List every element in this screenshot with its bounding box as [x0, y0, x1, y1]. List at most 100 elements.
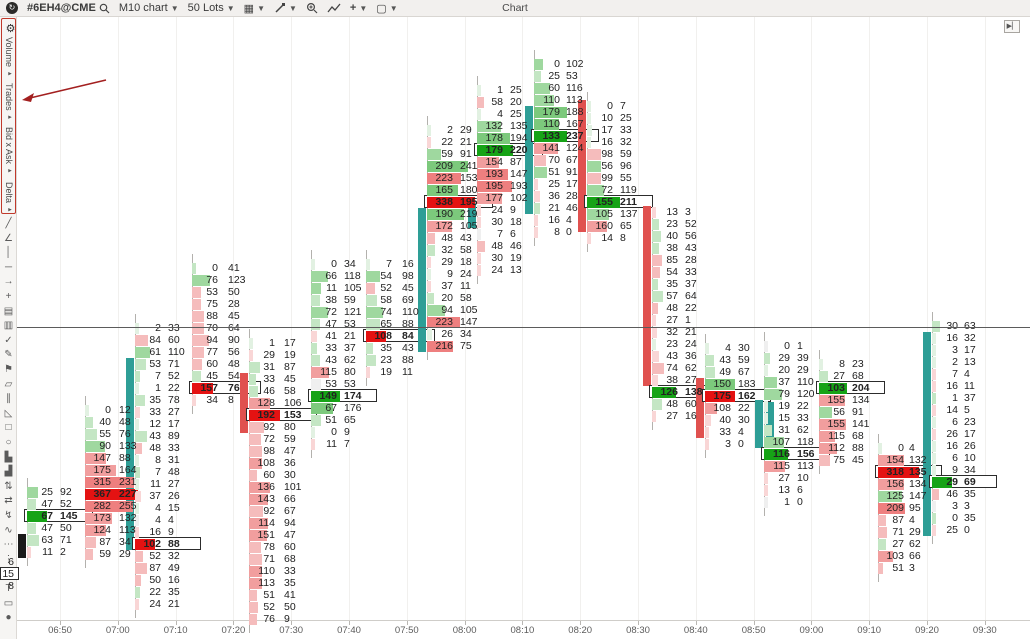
volume-cell — [135, 502, 139, 514]
collapse-panel-button[interactable]: ▶▏ — [1004, 20, 1020, 33]
bid-value: 14 — [601, 232, 613, 244]
horizontal-line-tool-icon[interactable]: ─ — [4, 261, 13, 273]
cross-tool-icon[interactable]: + — [5, 291, 12, 302]
volume-cell — [311, 258, 315, 270]
search-icon[interactable] — [99, 3, 110, 14]
volume-cell — [477, 168, 508, 180]
studies-button[interactable] — [327, 3, 341, 14]
bid-value: 98 — [263, 445, 275, 457]
timeframe-selector[interactable]: M10 chart ▼ — [119, 2, 179, 14]
bid-value: 32 — [666, 326, 678, 338]
shape-tool-icon[interactable]: ▭ — [3, 597, 14, 609]
pencil-tool-icon[interactable]: ✎ — [4, 349, 13, 361]
window-menu[interactable]: ▢ ▼ — [376, 2, 397, 15]
candle-body — [240, 373, 248, 433]
ask-value: 118 — [797, 436, 814, 448]
volume-cell — [366, 294, 377, 306]
sidebar-item-trades[interactable]: Trades ▸ — [4, 83, 14, 122]
sidebar-item-delta[interactable]: Delta ▸ — [4, 182, 14, 214]
bid-value: 177 — [485, 192, 503, 204]
ask-value: 41 — [284, 589, 296, 601]
bid-value: 19 — [778, 400, 790, 412]
bid-value: 33 — [263, 373, 275, 385]
angle-tool-icon[interactable]: ∠ — [4, 232, 13, 244]
ask-value: 110 — [402, 306, 419, 318]
volume-cell — [819, 418, 846, 430]
bid-value: 7 — [952, 368, 958, 380]
zoom-button[interactable] — [306, 2, 318, 14]
zigzag-tool-icon[interactable]: ↯ — [4, 510, 13, 521]
bars-tool-icon[interactable]: ▥ — [3, 320, 14, 332]
time-axis[interactable]: 06:50 07:00 07:10 07:20 07:30 07:40 07:50 08:00… — [17, 620, 1030, 639]
ask-value: 21 — [685, 326, 697, 338]
triangle-tool-icon[interactable]: ◺ — [4, 407, 13, 419]
ask-value: 134 — [852, 394, 870, 406]
ask-value: 180 — [460, 184, 478, 196]
volume-cell — [249, 529, 267, 541]
ask-value: 145 — [60, 510, 78, 522]
trendline-tool-icon[interactable]: ╱ — [5, 218, 12, 229]
swap-tool-icon[interactable]: ⇄ — [4, 495, 13, 507]
time-label: 06:50 — [48, 625, 72, 636]
profile-left-tool-icon[interactable]: ▙ — [4, 451, 13, 463]
profile-right-tool-icon[interactable]: ▟ — [4, 466, 13, 478]
hatch-tool-icon[interactable]: ▤ — [3, 305, 14, 317]
gear-icon[interactable]: ⚙ — [5, 23, 16, 35]
ask-value: 24 — [460, 268, 472, 280]
ask-value: 35 — [964, 488, 976, 500]
eraser-tool-icon[interactable]: ▱ — [4, 378, 13, 390]
bid-value: 26 — [946, 428, 958, 440]
rectangle-tool-icon[interactable]: □ — [5, 422, 12, 434]
volume-cell — [427, 268, 431, 280]
add-menu[interactable]: + ▼ — [350, 2, 367, 14]
dots-tool-icon[interactable]: ⋯ — [3, 539, 14, 551]
volume-cell — [705, 402, 717, 414]
bid-value: 7 — [386, 258, 392, 270]
axis-tick — [984, 621, 986, 625]
volume-cell — [135, 550, 143, 562]
ellipse-tool-icon[interactable]: ○ — [5, 437, 12, 448]
arrow-tool-icon[interactable]: → — [3, 276, 14, 288]
layout-menu[interactable]: ▦ ▼ — [244, 2, 265, 15]
wave-tool-icon[interactable]: ∿ — [4, 524, 13, 536]
bid-value: 367 — [93, 488, 111, 500]
volume-cell — [534, 202, 540, 214]
vertical-line-tool-icon[interactable]: │ — [5, 247, 12, 259]
volume-cell — [819, 454, 830, 466]
bid-value: 3 — [725, 438, 731, 450]
volume-cell — [878, 514, 886, 526]
app-logo-icon[interactable]: ↻ — [6, 2, 18, 14]
bid-value: 190 — [435, 208, 453, 220]
volume-cell — [427, 196, 475, 208]
ask-value: 10 — [964, 452, 976, 464]
lots-selector[interactable]: 50 Lots ▼ — [188, 2, 235, 14]
parallel-channel-tool-icon[interactable]: ∥ — [6, 393, 11, 405]
ask-value: 60 — [284, 541, 296, 553]
symbol-selector[interactable]: #6EH4@CME — [27, 2, 110, 14]
check-tool-icon[interactable]: ✓ — [4, 334, 13, 346]
volume-cell — [587, 208, 609, 220]
gridline-vertical — [117, 17, 119, 620]
bid-value: 10 — [601, 112, 613, 124]
axis-tick — [522, 621, 524, 625]
volume-cell — [587, 100, 591, 112]
ask-value: 9 — [284, 613, 290, 625]
marker-tool-icon[interactable]: ⋮ — [3, 553, 14, 565]
footprint-chart[interactable]: 25 92 47 52 67 145 47 50 63 71 11 2 0 12 40 48 55 76 90 133… — [0, 17, 1030, 633]
expand-tool-icon[interactable]: ⇅ — [4, 480, 13, 492]
flag-tool-icon[interactable]: ⚑ — [4, 364, 13, 375]
candle-body — [578, 100, 586, 232]
sidebar-item-volume[interactable]: Volume ▸ — [4, 37, 14, 78]
axis-tick — [927, 621, 928, 625]
ask-value: 49 — [168, 562, 180, 574]
dot-tool-icon[interactable]: ● — [5, 612, 12, 624]
gridline-vertical — [869, 17, 871, 620]
volume-cell — [878, 466, 919, 478]
volume-cell — [27, 498, 36, 510]
volume-cell — [192, 358, 202, 370]
bid-value: 51 — [548, 166, 560, 178]
text-tool-icon[interactable]: T — [5, 583, 12, 594]
volume-cell — [652, 350, 659, 362]
draw-menu[interactable]: ▼ — [274, 2, 297, 14]
sidebar-item-bidxask[interactable]: Bid x Ask ▸ — [4, 127, 14, 175]
